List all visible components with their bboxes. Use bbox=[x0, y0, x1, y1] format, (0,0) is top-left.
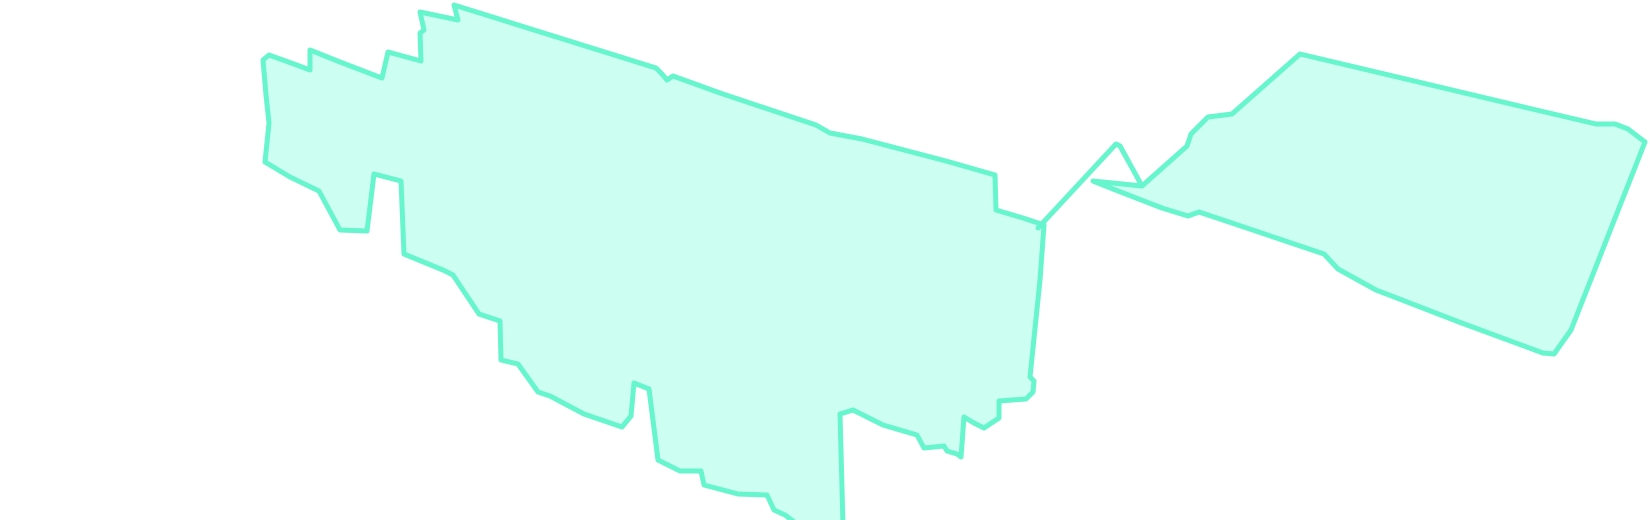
link-line bbox=[1035, 141, 1145, 231]
region-west[interactable] bbox=[260, 2, 1047, 520]
map-layer bbox=[260, 2, 1648, 520]
region-east[interactable] bbox=[1090, 51, 1648, 357]
